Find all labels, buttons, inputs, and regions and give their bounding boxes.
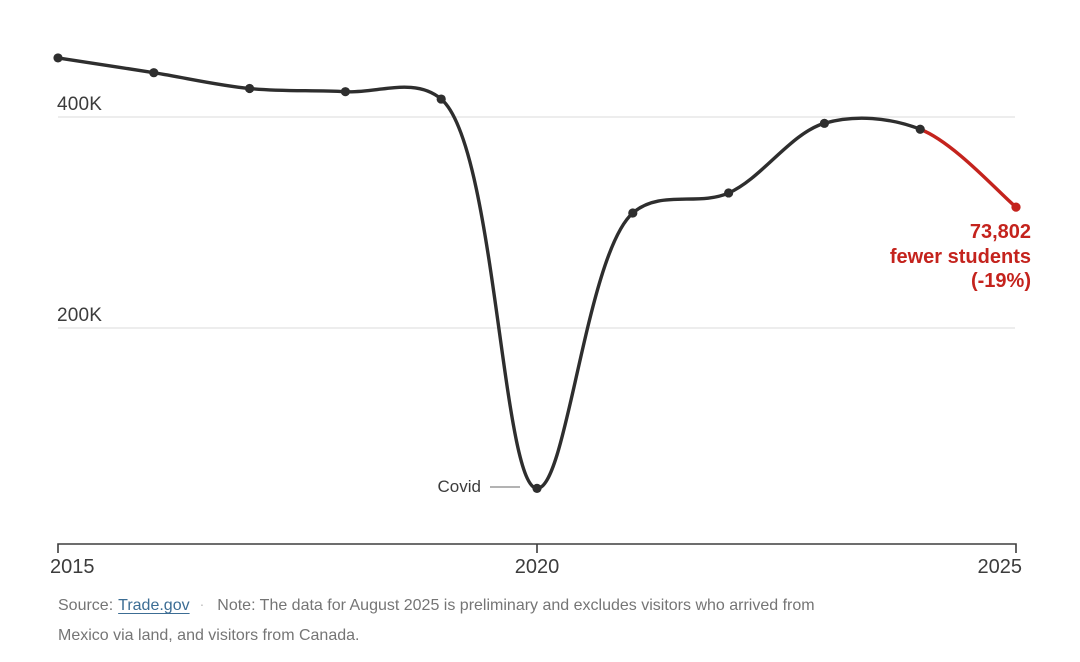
- covid-annotation-leader-line: [490, 486, 520, 488]
- drop-annotation: 73,802 fewer students (-19%): [890, 220, 1031, 294]
- y-axis-label-200k: 200K: [57, 305, 103, 326]
- data-point-2016: [149, 68, 159, 78]
- data-point-2024: [915, 124, 925, 134]
- note-line-1: Note: The data for August 2025 is prelim…: [217, 597, 815, 614]
- covid-annotation-label: Covid: [437, 477, 481, 496]
- x-axis-label-2020: 2020: [514, 556, 560, 578]
- footer-note: Source: Trade.gov · Note: The data for Augu…: [58, 589, 1018, 651]
- data-point-2017: [245, 83, 255, 94]
- footer-line-1: Source: Trade.gov · Note: The data for Augu…: [58, 589, 1018, 621]
- data-point-2020: [532, 483, 542, 493]
- separator-dot: ·: [199, 596, 205, 612]
- x-axis: [57, 543, 1017, 553]
- data-point-2018: [340, 87, 350, 97]
- series-line: [56, 56, 922, 491]
- data-point-2021: [628, 208, 638, 218]
- drop-annotation-label: fewer students: [889, 245, 1031, 268]
- y-axis-label-400k: 400K: [57, 94, 103, 115]
- drop-annotation-percent: (-19%): [970, 270, 1031, 292]
- data-point-2019: [436, 94, 446, 104]
- drop-annotation-value: 73,802: [969, 221, 1031, 243]
- data-point-2023: [819, 118, 830, 128]
- x-axis-label-2025: 2025: [977, 556, 1023, 578]
- data-point-2015: [53, 53, 63, 63]
- data-point-2025: [1011, 202, 1021, 212]
- series-line-highlight: [918, 127, 1018, 209]
- x-axis-label-2015: 2015: [50, 556, 95, 578]
- source-label: Source:: [58, 597, 114, 614]
- covid-annotation: Covid: [438, 477, 520, 497]
- note-line-2: Mexico via land, and visitors from Canad…: [58, 627, 360, 644]
- data-point-2022: [724, 188, 734, 198]
- source-link[interactable]: Trade.gov: [118, 597, 190, 614]
